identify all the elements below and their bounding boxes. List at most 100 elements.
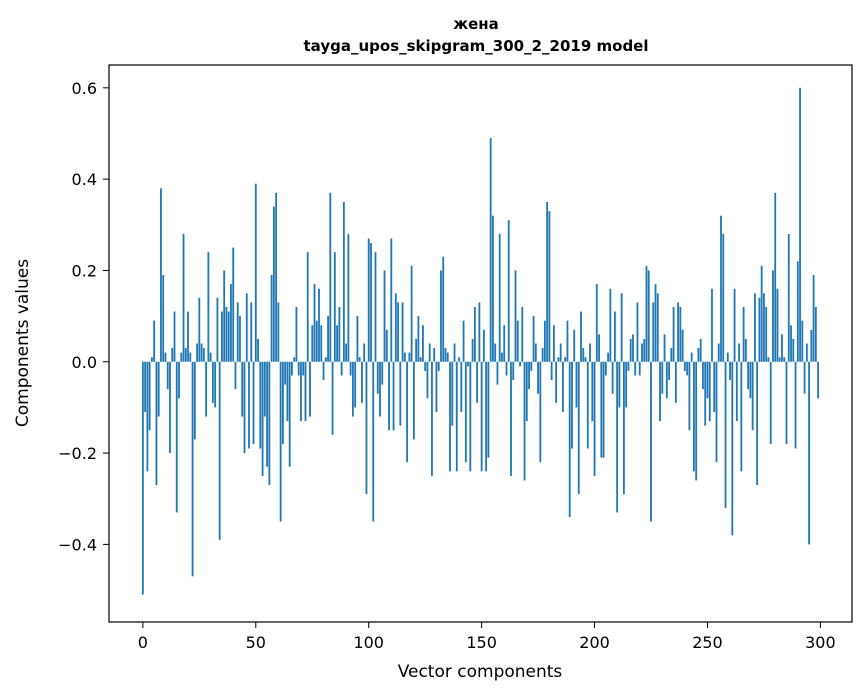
bar bbox=[593, 361, 596, 476]
bar bbox=[403, 352, 406, 362]
bar bbox=[277, 302, 280, 362]
bar bbox=[146, 361, 149, 472]
bar bbox=[406, 361, 409, 463]
bar bbox=[214, 361, 217, 408]
bar bbox=[230, 284, 232, 362]
bar bbox=[530, 361, 533, 371]
bar bbox=[645, 265, 648, 362]
bar bbox=[390, 238, 393, 362]
bar bbox=[677, 302, 680, 362]
bar bbox=[374, 252, 377, 362]
bar bbox=[327, 316, 329, 362]
bar bbox=[537, 361, 539, 394]
bar bbox=[600, 361, 603, 458]
bar bbox=[302, 361, 305, 376]
bar bbox=[205, 361, 208, 417]
bar bbox=[711, 288, 713, 362]
bar bbox=[810, 329, 813, 362]
bar bbox=[410, 265, 413, 362]
bar bbox=[476, 361, 479, 403]
y-tick-label: 0.4 bbox=[72, 170, 97, 189]
bar bbox=[178, 361, 180, 399]
bar bbox=[559, 343, 562, 362]
bar bbox=[270, 275, 273, 362]
bar bbox=[182, 233, 185, 362]
bar bbox=[489, 138, 492, 362]
bar bbox=[641, 343, 643, 362]
bar bbox=[340, 361, 343, 376]
bar bbox=[763, 293, 765, 362]
bar bbox=[586, 361, 589, 449]
bar bbox=[216, 297, 219, 362]
bar bbox=[659, 361, 661, 422]
bar bbox=[415, 338, 418, 362]
bar bbox=[408, 352, 411, 362]
bar bbox=[512, 361, 515, 381]
bar bbox=[661, 361, 664, 394]
bar bbox=[422, 325, 424, 362]
bar bbox=[577, 361, 580, 495]
bar bbox=[609, 288, 612, 362]
chart-subtitle: tayga_upos_skipgram_300_2_2019 model bbox=[304, 37, 649, 55]
bar bbox=[690, 352, 693, 362]
bar bbox=[595, 284, 598, 362]
bar bbox=[683, 361, 686, 371]
bar bbox=[313, 284, 316, 362]
bar bbox=[492, 215, 494, 362]
bar bbox=[568, 361, 571, 517]
bar bbox=[607, 352, 609, 362]
bar bbox=[715, 361, 718, 463]
bar bbox=[379, 361, 381, 417]
bar bbox=[654, 284, 657, 362]
bar bbox=[297, 361, 300, 376]
bar bbox=[801, 320, 804, 362]
y-tick-label: 0.2 bbox=[72, 261, 97, 280]
bar bbox=[288, 361, 291, 467]
bar bbox=[627, 361, 630, 371]
bar bbox=[620, 293, 623, 362]
bar bbox=[352, 361, 354, 417]
bar bbox=[160, 188, 162, 362]
bar bbox=[300, 361, 302, 422]
bar bbox=[464, 361, 467, 463]
bar bbox=[713, 361, 716, 412]
bar bbox=[562, 361, 564, 412]
bar bbox=[629, 338, 632, 362]
x-tick-label: 100 bbox=[353, 633, 384, 652]
bar bbox=[634, 361, 637, 376]
bar bbox=[582, 348, 585, 362]
plot-frame bbox=[108, 64, 853, 623]
bar bbox=[471, 338, 474, 362]
bar bbox=[437, 361, 440, 371]
bar bbox=[776, 288, 779, 362]
bar bbox=[699, 338, 702, 362]
bar bbox=[358, 357, 361, 362]
bar bbox=[180, 352, 183, 362]
bar bbox=[254, 183, 257, 362]
bar bbox=[227, 311, 230, 362]
bar bbox=[796, 261, 799, 362]
bar bbox=[555, 361, 558, 403]
bar bbox=[162, 275, 165, 362]
bar bbox=[693, 361, 695, 472]
bar bbox=[652, 302, 655, 362]
bar bbox=[785, 361, 788, 444]
bar bbox=[575, 361, 578, 408]
bar bbox=[329, 192, 332, 362]
bar bbox=[503, 325, 506, 362]
bar bbox=[284, 361, 287, 385]
bar bbox=[729, 361, 731, 381]
bar bbox=[501, 352, 503, 362]
bar bbox=[157, 361, 160, 417]
bar bbox=[521, 306, 524, 362]
bar bbox=[241, 361, 244, 417]
bar bbox=[263, 361, 266, 417]
bar bbox=[166, 361, 169, 390]
bar bbox=[738, 343, 740, 362]
bar bbox=[173, 311, 176, 362]
bar bbox=[697, 348, 700, 362]
bar bbox=[234, 361, 237, 390]
bar bbox=[814, 306, 817, 362]
bar bbox=[681, 329, 684, 362]
bar bbox=[591, 361, 594, 422]
